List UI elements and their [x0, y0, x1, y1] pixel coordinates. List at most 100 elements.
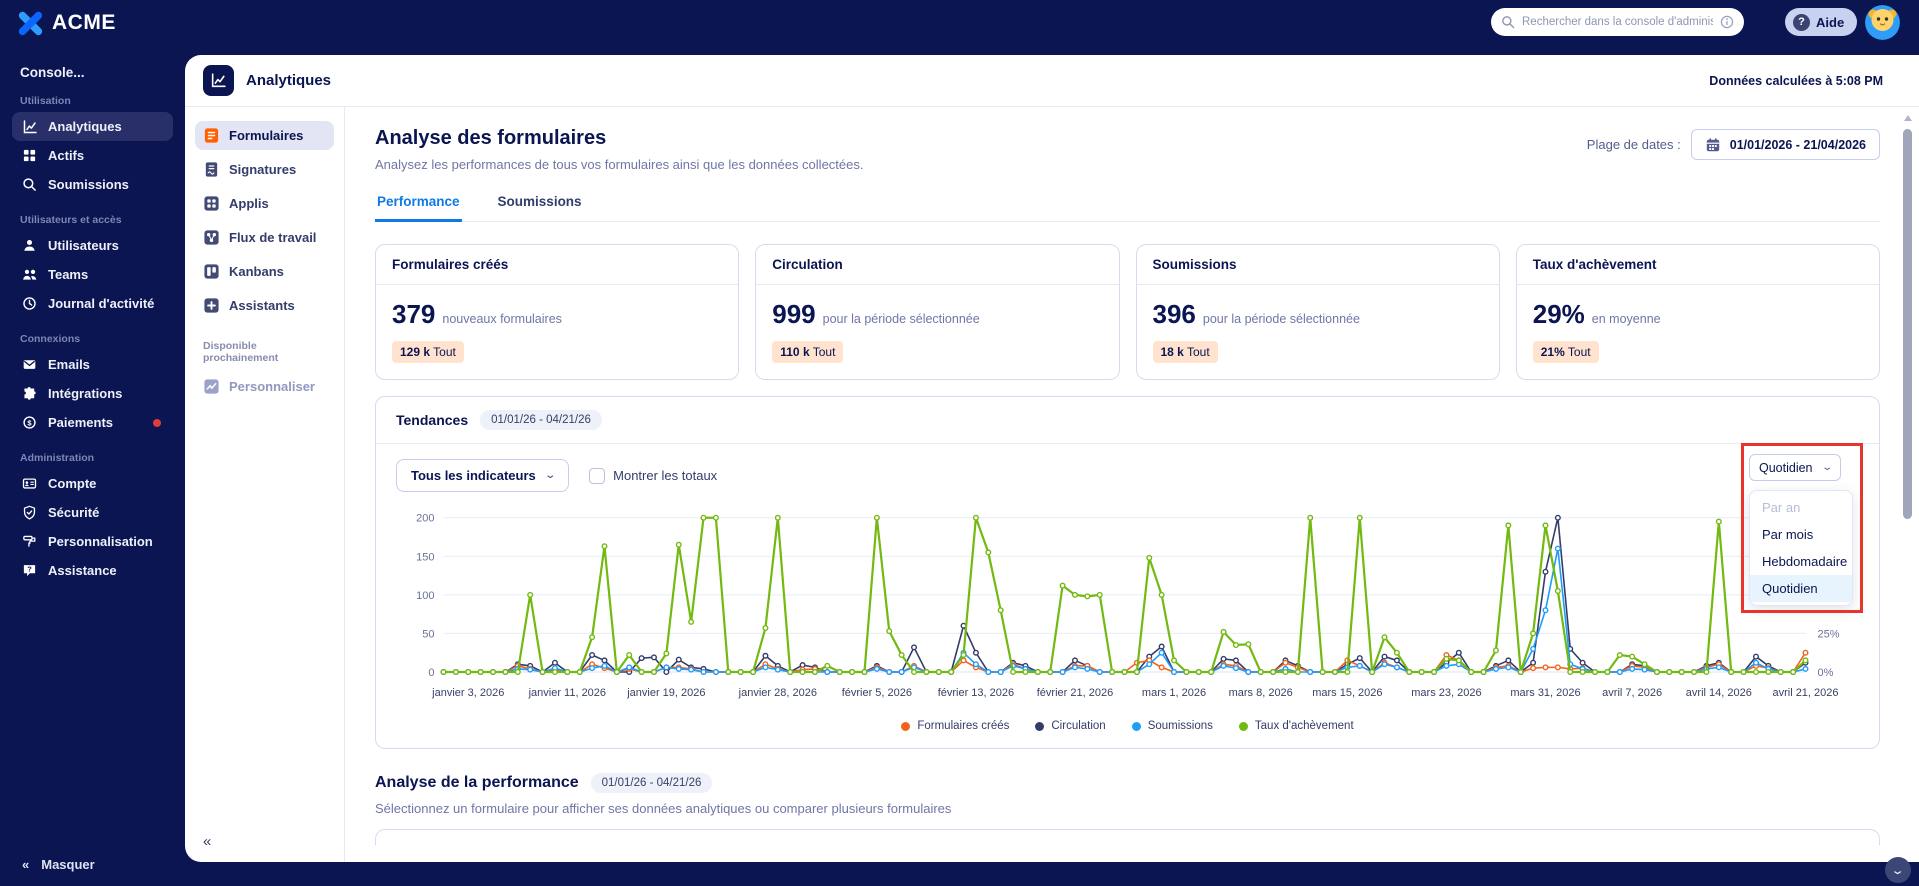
sidebar-item-label: Emails [48, 357, 90, 372]
trends-card: Tendances 01/01/26 - 04/21/26 Tous les i… [375, 396, 1880, 749]
scroll-down-button[interactable]: ⌄ [1885, 857, 1911, 883]
avatar-image [1865, 5, 1900, 40]
sidebar-item-label: Teams [48, 267, 89, 282]
scrollbar-thumb[interactable] [1903, 129, 1912, 519]
id-card-icon [21, 475, 38, 492]
stat-caption: en moyenne [1591, 312, 1661, 326]
subnav-item-signatures[interactable]: Signatures [195, 155, 334, 184]
svg-text:mars 23, 2026: mars 23, 2026 [1411, 687, 1481, 699]
subnav-item-label: Kanbans [229, 264, 284, 279]
frequency-option-par-mois[interactable]: Par mois [1762, 527, 1814, 542]
checkbox-box[interactable] [589, 467, 606, 484]
subnav-item-flux-de-travail[interactable]: Flux de travail [195, 223, 334, 252]
legend-item[interactable]: Soumissions [1131, 720, 1213, 732]
date-range-label: Plage de dates : [1586, 137, 1681, 152]
tab-soumissions[interactable]: Soumissions [497, 194, 582, 209]
svg-text:avril 7, 2026: avril 7, 2026 [1602, 687, 1662, 699]
sidebar-item-utilisateurs[interactable]: Utilisateurs [12, 231, 173, 260]
sidebar-item-integrations[interactable]: Intégrations [12, 379, 173, 408]
stat-caption: pour la période sélectionnée [1202, 312, 1360, 326]
sidebar-item-label: Utilisateurs [48, 238, 119, 253]
frequency-select[interactable]: Quotidien ⌄ [1749, 454, 1841, 481]
brand: ACME [16, 9, 116, 37]
tab-performance[interactable]: Performance [375, 188, 462, 222]
sidebar-item-actifs[interactable]: Actifs [12, 141, 173, 170]
sidebar-item-soumissions[interactable]: Soumissions [12, 170, 173, 199]
collapse-subnav-button[interactable]: « [203, 833, 212, 850]
indicator-filter-label: Tous les indicateurs [411, 468, 536, 483]
sidebar-item-label: Analytiques [48, 119, 122, 134]
stat-card-title: Soumissions [1136, 245, 1499, 285]
performance-section-subtitle: Sélectionnez un formulaire pour afficher… [375, 801, 952, 816]
secondary-sidebar: Formulaires Signatures Applis Flux de tr… [185, 107, 345, 862]
frequency-dropdown: Quotidien ⌄ Par an Par mois Hebdomadaire… [1749, 454, 1853, 606]
svg-text:janvier 28, 2026: janvier 28, 2026 [738, 687, 817, 699]
section-label-utilisation: Utilisation [20, 95, 71, 107]
legend-item[interactable]: Circulation [1035, 720, 1106, 732]
magnifier-icon [21, 176, 38, 193]
puzzle-icon [21, 385, 38, 402]
stat-total-badge: 129 k Tout [392, 341, 464, 363]
shield-icon [21, 504, 38, 521]
subnav-item-applis[interactable]: Applis [195, 189, 334, 218]
stat-card-formulaires-crees: Formulaires créés 379 nouveaux formulaire… [375, 244, 740, 380]
sidebar-item-emails[interactable]: Emails [12, 350, 173, 379]
app-header: Analytiques Données calculées à 5:08 PM [185, 55, 1919, 107]
subnav-item-formulaires[interactable]: Formulaires [195, 121, 334, 150]
svg-text:avril 21, 2026: avril 21, 2026 [1772, 687, 1838, 699]
collapse-sidebar-button[interactable]: « Masquer [22, 857, 95, 872]
chevron-down-icon: ⌄ [544, 470, 556, 481]
svg-text:100: 100 [416, 590, 434, 602]
date-range-picker[interactable]: 01/01/2026 - 21/04/2026 [1690, 129, 1880, 160]
legend-item[interactable]: Formulaires créés [901, 720, 1009, 732]
svg-text:$: $ [27, 418, 32, 427]
sidebar-item-label: Actifs [48, 148, 85, 163]
sidebar-item-teams[interactable]: Teams [12, 260, 173, 289]
form-selector-card-partial [375, 829, 1880, 845]
sidebar-item-label: Intégrations [48, 386, 123, 401]
subnav-item-assistants[interactable]: Assistants [195, 291, 334, 320]
admin-search[interactable] [1491, 8, 1744, 36]
scroll-up-arrow-icon[interactable] [1904, 115, 1912, 121]
kanban-board-icon [204, 264, 219, 279]
vertical-scrollbar[interactable] [1903, 115, 1913, 886]
stat-cards: Formulaires créés 379 nouveaux formulaire… [375, 244, 1880, 380]
sidebar-item-label: Personnalisation [48, 534, 153, 549]
sidebar-item-securite[interactable]: Sécurité [12, 498, 173, 527]
user-avatar[interactable] [1865, 5, 1900, 40]
frequency-menu: Par an Par mois Hebdomadaire Quotidien [1749, 490, 1853, 606]
sidebar-item-assistance[interactable]: ? Assistance [12, 556, 173, 585]
grid-icon [21, 147, 38, 164]
sidebar-item-analytiques[interactable]: Analytiques [12, 112, 173, 141]
subnav-item-label: Formulaires [229, 128, 304, 143]
primary-sidebar: Console... Utilisation Analytiques Actif… [0, 45, 185, 886]
help-button[interactable]: ? Aide [1785, 8, 1857, 36]
frequency-option-quotidien[interactable]: Quotidien [1750, 575, 1852, 602]
sidebar-item-compte[interactable]: Compte [12, 469, 173, 498]
sidebar-item-paiements[interactable]: $ Paiements [12, 408, 173, 437]
show-totals-checkbox[interactable]: Montrer les totaux [589, 467, 717, 484]
page-subtitle: Analysez les performances de tous vos fo… [375, 157, 864, 172]
subnav-item-personnaliser: Personnaliser [195, 372, 334, 401]
subnav-item-label: Applis [229, 196, 269, 211]
apps-grid-icon [204, 196, 219, 211]
console-label[interactable]: Console... [20, 65, 85, 80]
info-icon[interactable] [1720, 15, 1734, 29]
svg-text:février 13, 2026: février 13, 2026 [938, 687, 1014, 699]
help-label: Aide [1816, 14, 1845, 30]
custom-chart-icon [204, 379, 219, 394]
sidebar-item-journal-activite[interactable]: Journal d'activité [12, 289, 173, 318]
stat-value: 999 [772, 299, 816, 329]
subnav-item-kanbans[interactable]: Kanbans [195, 257, 334, 286]
brand-logo-icon [18, 11, 43, 35]
clock-icon [21, 295, 38, 312]
sidebar-item-personnalisation[interactable]: Personnalisation [12, 527, 173, 556]
legend-item[interactable]: Taux d'achèvement [1238, 720, 1354, 732]
indicator-filter-dropdown[interactable]: Tous les indicateurs ⌄ [396, 459, 570, 492]
frequency-option-hebdomadaire[interactable]: Hebdomadaire [1762, 554, 1848, 569]
legend-label: Taux d'achèvement [1254, 720, 1354, 732]
search-input[interactable] [1522, 16, 1713, 28]
users-icon [21, 266, 38, 283]
paint-roller-icon [21, 533, 38, 550]
svg-text:mars 8, 2026: mars 8, 2026 [1229, 687, 1293, 699]
